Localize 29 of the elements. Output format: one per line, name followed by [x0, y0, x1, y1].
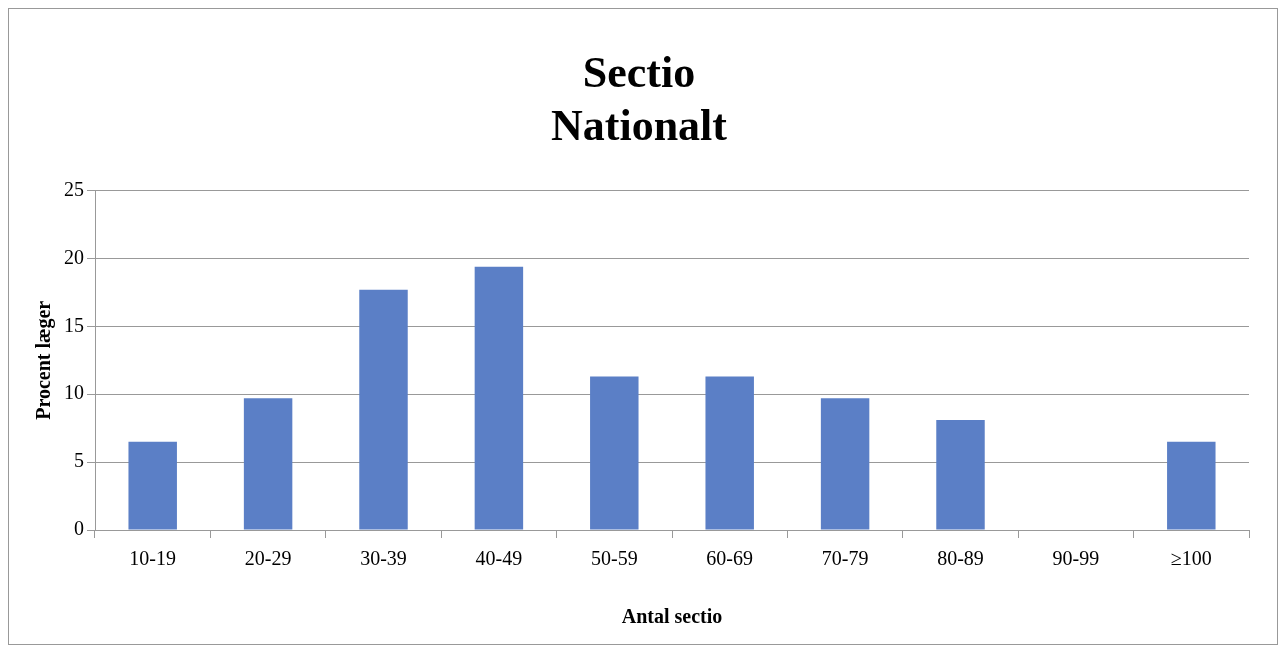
x-tick-label: 80-89 — [937, 547, 984, 570]
bar — [705, 376, 754, 530]
y-tick-label: 10 — [64, 381, 84, 404]
y-tick-label: 0 — [74, 517, 84, 540]
x-tick-label: 90-99 — [1052, 547, 1100, 570]
x-axis-title: Antal sectio — [621, 605, 723, 628]
bar — [590, 376, 639, 530]
x-tick-label: 70-79 — [821, 547, 869, 570]
bar — [359, 289, 408, 530]
bar — [1167, 441, 1216, 530]
bar — [243, 398, 293, 530]
x-tick-label: 30-39 — [360, 547, 407, 570]
chart-title: Sectio — [582, 47, 696, 97]
bar — [820, 398, 870, 530]
chart-subtitle: Nationalt — [551, 100, 728, 150]
x-tick-label: 60-69 — [706, 547, 754, 570]
bar — [936, 420, 985, 530]
y-tick-label: 25 — [64, 177, 84, 200]
x-tick-label: 40-49 — [475, 547, 523, 570]
bar — [128, 441, 177, 530]
x-tick-label: 20-29 — [244, 547, 292, 570]
x-tick-label: ≥100 — [1170, 547, 1212, 570]
bar — [474, 266, 524, 530]
y-tick-label: 5 — [74, 449, 84, 472]
y-tick-label: 15 — [64, 313, 84, 336]
y-tick-label: 20 — [64, 245, 84, 268]
y-axis-title: Procent læger — [32, 300, 56, 420]
x-tick-label: 10-19 — [129, 547, 177, 570]
x-tick-label: 50-59 — [590, 547, 638, 570]
